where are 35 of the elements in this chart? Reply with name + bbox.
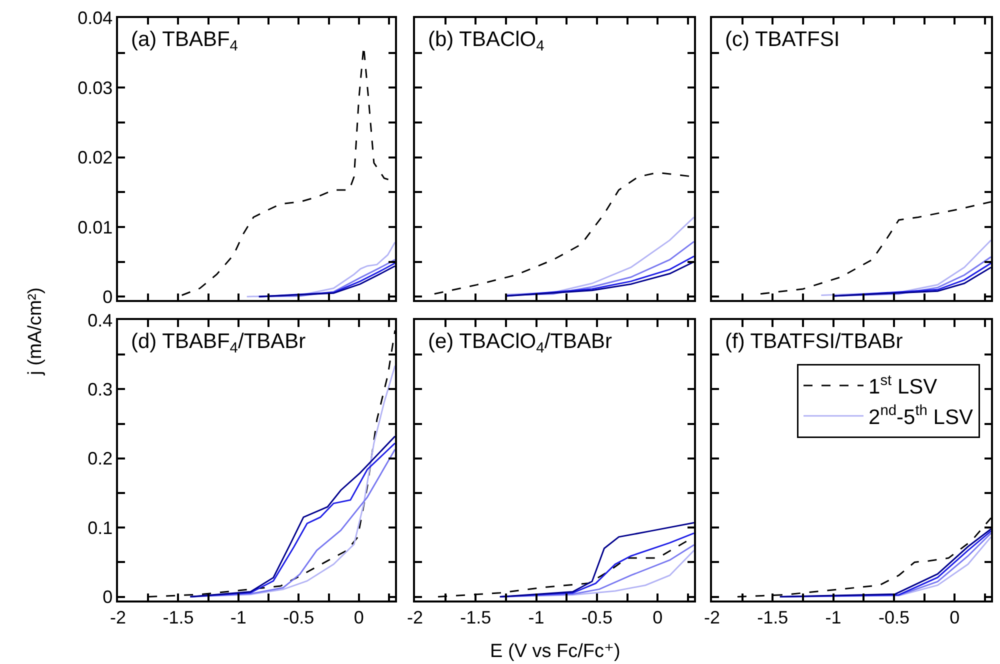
x-tick-label: -1 (230, 608, 246, 628)
y-tick-label: 0.1 (88, 518, 113, 538)
y-axis-title: j (mA/cm²) (25, 287, 46, 376)
x-tick-label: 0 (950, 608, 960, 628)
text: (f) TBATFSI/TBABr (725, 330, 903, 353)
legend-label: 2$^{nd}$-5$^{th}$ LSV (868, 403, 973, 430)
x-tick-label: 0 (354, 608, 364, 628)
x-tick-label: -1.5 (460, 608, 492, 628)
x-tick-label: -2 (704, 608, 720, 628)
y-tick-label: 0.02 (78, 148, 113, 168)
y-tick-label: 0.4 (88, 310, 113, 330)
text: (e) TBAClO$_{4}$/TBABr (428, 330, 612, 356)
y-tick-label: 0.3 (88, 380, 113, 400)
x-axis-title: E (V vs Fc/Fc⁺) (490, 641, 620, 662)
y-tick-label: 0.2 (88, 448, 113, 469)
x-tick-label: -1.5 (162, 608, 194, 628)
x-tick-label: -1.5 (757, 608, 788, 628)
y-tick-label: 0.04 (78, 8, 113, 28)
x-tick-label: -2 (406, 608, 424, 628)
text: (a) TBABF$_{4}$ (131, 28, 238, 54)
y-tick-label: 0.03 (78, 78, 113, 98)
y-tick-label: 0 (102, 587, 113, 608)
x-tick-label: -1 (528, 608, 544, 628)
x-tick-label: 0 (652, 608, 663, 628)
x-tick-label: -1 (825, 608, 842, 628)
x-tick-label: -0.5 (878, 608, 910, 628)
legend-label: 1$^{st}$ LSV (868, 372, 938, 399)
text: (d) TBABF$_{4}$/TBABr (131, 330, 306, 356)
text: (b) TBAClO$_{4}$ (428, 28, 544, 54)
text: (c) TBATFSI (725, 28, 840, 51)
y-tick-label: 0.01 (78, 217, 113, 238)
x-tick-label: -2 (110, 608, 126, 628)
y-tick-label: 0 (102, 286, 113, 307)
x-tick-label: -0.5 (283, 608, 314, 628)
x-tick-label: -0.5 (581, 608, 612, 628)
